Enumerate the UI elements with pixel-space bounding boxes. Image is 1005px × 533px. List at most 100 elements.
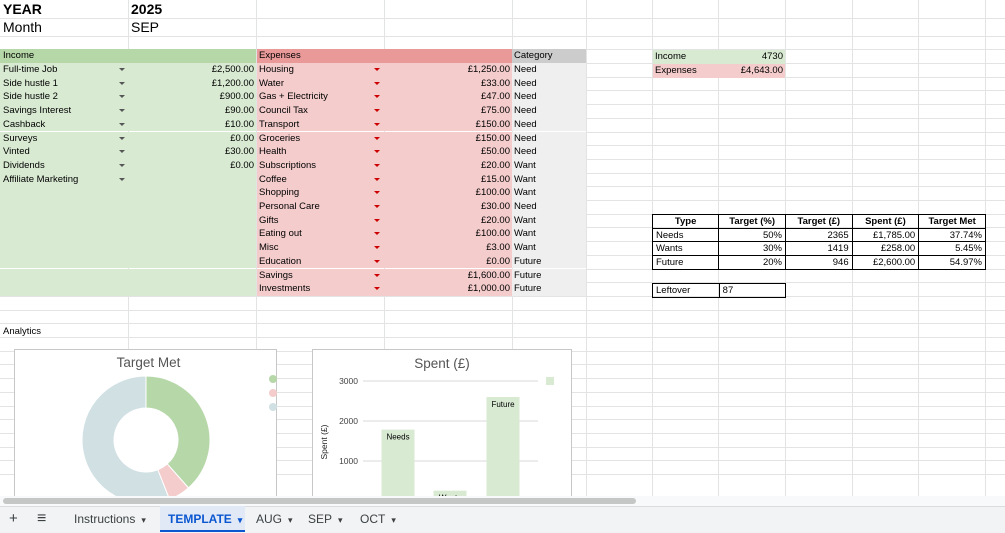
income-empty-cell[interactable] <box>0 254 128 269</box>
expense-label-cell[interactable]: Housing <box>257 63 384 77</box>
income-empty-cell[interactable] <box>128 200 256 214</box>
expense-amount-cell[interactable]: £20.00 <box>384 213 512 228</box>
table-cell[interactable]: 5.45% <box>918 241 986 257</box>
dropdown-chevron-icon[interactable] <box>374 259 380 263</box>
expense-label-cell[interactable]: Savings <box>257 268 384 283</box>
sheet-tab-aug[interactable]: AUG ▾ <box>248 506 293 532</box>
income-header[interactable]: Income <box>0 49 256 63</box>
dropdown-chevron-icon[interactable] <box>119 109 125 113</box>
expense-category-cell[interactable]: Need <box>512 145 586 159</box>
income-empty-cell[interactable] <box>128 268 256 283</box>
expense-category-cell[interactable]: Need <box>512 104 586 118</box>
income-empty-cell[interactable] <box>0 200 128 214</box>
income-empty-cell[interactable] <box>128 213 256 228</box>
expense-label-cell[interactable]: Eating out <box>257 227 384 242</box>
dropdown-chevron-icon[interactable] <box>374 163 380 167</box>
expense-amount-cell[interactable]: £15.00 <box>384 172 512 187</box>
summary-income-value[interactable]: 4730 <box>718 50 785 64</box>
dropdown-chevron-icon[interactable] <box>374 109 380 113</box>
expense-label-cell[interactable]: Investments <box>257 282 384 296</box>
expense-category-cell[interactable]: Future <box>512 268 586 283</box>
expense-amount-cell[interactable]: £75.00 <box>384 104 512 118</box>
income-empty-cell[interactable] <box>128 254 256 269</box>
income-amount-cell[interactable]: £0.00 <box>128 131 256 146</box>
summary-expenses-label[interactable]: Expenses <box>653 64 718 78</box>
expense-category-cell[interactable]: Want <box>512 241 586 255</box>
expense-category-cell[interactable]: Need <box>512 200 586 214</box>
target-met-chart[interactable]: Target Met <box>14 349 277 501</box>
expense-category-cell[interactable]: Want <box>512 158 586 173</box>
expense-label-cell[interactable]: Transport <box>257 117 384 132</box>
expense-label-cell[interactable]: Health <box>257 145 384 159</box>
expense-amount-cell[interactable]: £30.00 <box>384 200 512 214</box>
table-cell[interactable]: 946 <box>784 255 853 270</box>
expense-amount-cell[interactable]: £1,250.00 <box>384 63 512 77</box>
expense-amount-cell[interactable]: £33.00 <box>384 76 512 91</box>
add-sheet-icon[interactable]: + <box>9 510 18 527</box>
dropdown-chevron-icon[interactable] <box>374 122 380 126</box>
income-amount-cell[interactable]: £1,200.00 <box>128 76 256 91</box>
table-cell[interactable]: Needs <box>651 227 720 243</box>
dropdown-chevron-icon[interactable] <box>374 218 380 222</box>
dropdown-chevron-icon[interactable] <box>374 68 380 71</box>
income-amount-cell[interactable]: £0.00 <box>128 158 256 173</box>
table-cell[interactable]: 2365 <box>784 227 853 243</box>
dropdown-chevron-icon[interactable] <box>119 122 125 126</box>
expense-category-cell[interactable]: Need <box>512 117 586 132</box>
bar-needs[interactable] <box>381 429 415 500</box>
donut-slice-future[interactable] <box>81 375 171 500</box>
table-cell[interactable]: Wants <box>651 241 720 257</box>
dropdown-chevron-icon[interactable] <box>374 246 380 250</box>
expense-label-cell[interactable]: Council Tax <box>257 104 384 118</box>
analytics-label[interactable]: Analytics <box>3 326 42 337</box>
all-sheets-menu-icon[interactable]: ≡ <box>37 510 47 527</box>
income-amount-cell[interactable]: £900.00 <box>128 90 256 105</box>
bar-wants[interactable] <box>433 490 467 500</box>
dropdown-chevron-icon[interactable] <box>374 95 380 99</box>
income-empty-cell[interactable] <box>0 213 128 228</box>
expense-label-cell[interactable]: Shopping <box>257 186 384 200</box>
tab-dropdown-icon[interactable]: ▾ <box>288 515 293 525</box>
month-label[interactable]: Month <box>3 19 42 35</box>
table-cell[interactable]: 1419 <box>784 241 853 257</box>
sheet-tab-oct[interactable]: OCT ▾ <box>352 506 400 532</box>
donut-slice-needs[interactable] <box>145 375 211 489</box>
dropdown-chevron-icon[interactable] <box>374 177 380 181</box>
table-cell[interactable]: 20% <box>718 255 786 270</box>
tab-dropdown-icon[interactable]: ▾ <box>391 515 396 525</box>
expense-category-cell[interactable]: Want <box>512 227 586 242</box>
income-empty-cell[interactable] <box>128 186 256 200</box>
table-cell[interactable]: Future <box>651 255 720 270</box>
expense-label-cell[interactable]: Coffee <box>257 172 384 187</box>
month-value[interactable]: SEP <box>131 19 160 35</box>
leftover-label[interactable]: Leftover <box>652 283 720 298</box>
expense-amount-cell[interactable]: £150.00 <box>384 131 512 146</box>
scrollbar-thumb[interactable] <box>3 498 636 504</box>
year-label[interactable]: YEAR <box>3 1 42 17</box>
dropdown-chevron-icon[interactable] <box>119 95 125 99</box>
dropdown-chevron-icon[interactable] <box>119 68 125 71</box>
dropdown-chevron-icon[interactable] <box>119 177 125 181</box>
dropdown-chevron-icon[interactable] <box>119 163 125 167</box>
income-label-cell[interactable]: Surveys <box>0 131 128 146</box>
dropdown-chevron-icon[interactable] <box>374 273 380 277</box>
sheet-tab-sep[interactable]: SEP ▾ <box>300 506 345 532</box>
expense-amount-cell[interactable]: £150.00 <box>384 117 512 132</box>
dropdown-chevron-icon[interactable] <box>374 287 380 291</box>
dropdown-chevron-icon[interactable] <box>119 81 125 85</box>
expense-label-cell[interactable]: Misc <box>257 241 384 255</box>
income-label-cell[interactable]: Savings Interest <box>0 104 128 118</box>
expense-amount-cell[interactable]: £1,000.00 <box>384 282 512 296</box>
dropdown-chevron-icon[interactable] <box>374 191 380 195</box>
income-amount-cell[interactable]: £30.00 <box>128 145 256 159</box>
income-label-cell[interactable]: Vinted <box>0 145 128 159</box>
tab-dropdown-icon[interactable]: ▾ <box>141 515 146 525</box>
income-empty-cell[interactable] <box>128 227 256 242</box>
expense-category-cell[interactable]: Future <box>512 254 586 269</box>
tab-dropdown-icon[interactable]: ▾ <box>237 515 243 525</box>
expense-category-cell[interactable]: Want <box>512 213 586 228</box>
expense-label-cell[interactable]: Gifts <box>257 213 384 228</box>
expense-label-cell[interactable]: Groceries <box>257 131 384 146</box>
leftover-value[interactable]: 87 <box>718 283 787 298</box>
